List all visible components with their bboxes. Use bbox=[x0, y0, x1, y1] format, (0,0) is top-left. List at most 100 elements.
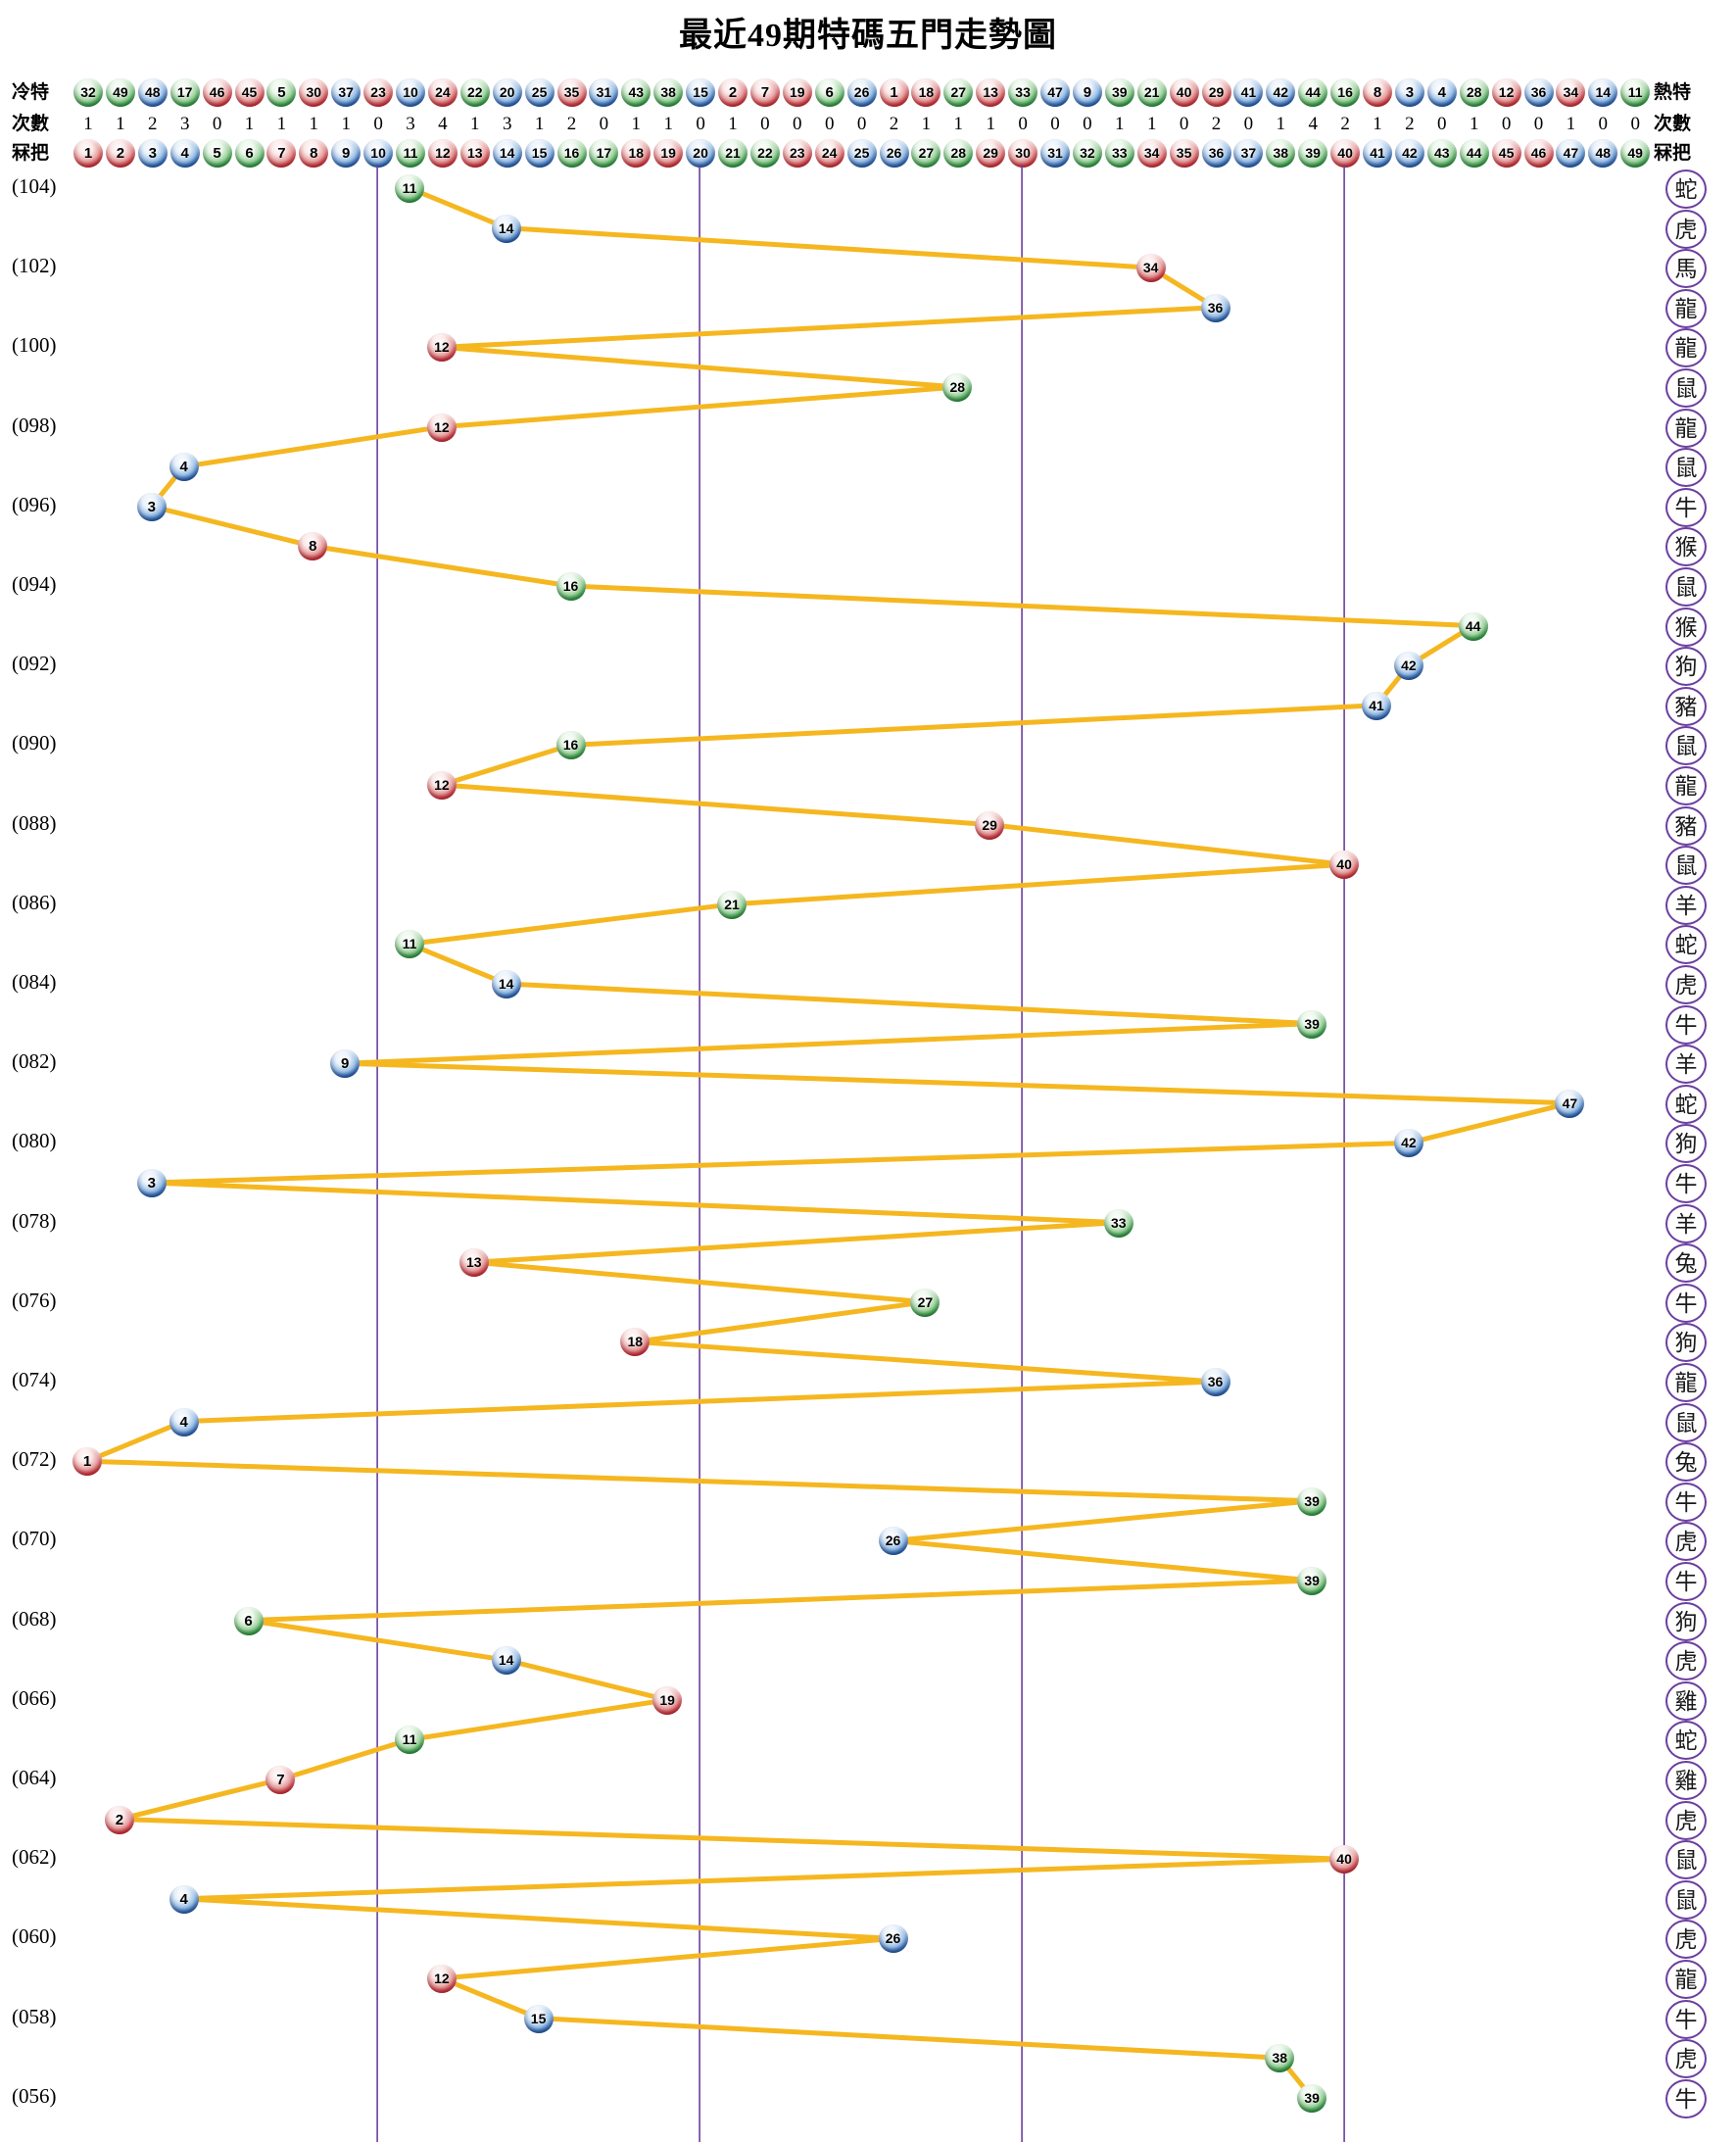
number-axis-cell[interactable]: 49 bbox=[1619, 139, 1651, 169]
data-point-ball[interactable]: 40 bbox=[1329, 851, 1360, 880]
cold-hot-ball-cell[interactable]: 49 bbox=[105, 78, 136, 108]
number-axis-ball[interactable]: 3 bbox=[137, 139, 168, 168]
number-axis-cell[interactable]: 24 bbox=[814, 139, 845, 169]
data-point[interactable]: 26 bbox=[878, 1527, 908, 1556]
data-point-ball[interactable]: 39 bbox=[1297, 1009, 1327, 1039]
number-axis-ball[interactable]: 19 bbox=[653, 139, 684, 168]
cold-hot-ball[interactable]: 42 bbox=[1266, 78, 1296, 107]
data-point-ball[interactable]: 39 bbox=[1297, 2083, 1327, 2113]
data-point-ball[interactable]: 12 bbox=[426, 1965, 457, 1993]
number-axis-ball[interactable]: 29 bbox=[976, 139, 1006, 168]
data-point[interactable]: 7 bbox=[265, 1766, 296, 1794]
data-point-ball[interactable]: 2 bbox=[104, 1805, 134, 1834]
number-axis-cell[interactable]: 16 bbox=[556, 139, 588, 169]
data-point[interactable]: 8 bbox=[298, 532, 328, 561]
number-axis-cell[interactable]: 43 bbox=[1426, 139, 1458, 169]
cold-hot-ball[interactable]: 41 bbox=[1233, 78, 1264, 107]
cold-hot-ball-cell[interactable]: 18 bbox=[910, 78, 941, 108]
data-point[interactable]: 36 bbox=[1200, 293, 1230, 322]
cold-hot-ball-cell[interactable]: 23 bbox=[362, 78, 394, 108]
data-point[interactable]: 34 bbox=[1135, 254, 1166, 283]
data-point[interactable]: 29 bbox=[975, 810, 1005, 840]
cold-hot-ball[interactable]: 5 bbox=[266, 78, 297, 107]
data-point-ball[interactable]: 9 bbox=[330, 1049, 361, 1079]
cold-hot-ball-cell[interactable]: 16 bbox=[1329, 78, 1361, 108]
data-point-ball[interactable]: 15 bbox=[523, 2004, 554, 2033]
number-axis-cell[interactable]: 41 bbox=[1362, 139, 1393, 169]
data-point[interactable]: 4 bbox=[169, 453, 199, 482]
data-point[interactable]: 19 bbox=[652, 1685, 683, 1715]
data-point[interactable]: 16 bbox=[555, 731, 586, 760]
number-axis-ball[interactable]: 23 bbox=[782, 139, 812, 168]
number-axis-cell[interactable]: 11 bbox=[395, 139, 426, 169]
cold-hot-ball[interactable]: 16 bbox=[1330, 78, 1361, 107]
cold-hot-ball[interactable]: 6 bbox=[814, 78, 844, 107]
data-point-ball[interactable]: 12 bbox=[426, 333, 457, 363]
number-axis-cell[interactable]: 48 bbox=[1587, 139, 1618, 169]
cold-hot-ball-cell[interactable]: 1 bbox=[879, 78, 910, 108]
cold-hot-ball[interactable]: 25 bbox=[524, 78, 555, 107]
number-axis-ball[interactable]: 46 bbox=[1523, 139, 1554, 168]
cold-hot-ball[interactable]: 46 bbox=[202, 78, 232, 107]
cold-hot-ball-cell[interactable]: 32 bbox=[72, 78, 104, 108]
cold-hot-ball-cell[interactable]: 29 bbox=[1201, 78, 1232, 108]
number-axis-cell[interactable]: 46 bbox=[1523, 139, 1555, 169]
data-point[interactable]: 18 bbox=[620, 1328, 651, 1357]
number-axis-cell[interactable]: 5 bbox=[202, 139, 233, 169]
number-axis-ball[interactable]: 11 bbox=[396, 139, 425, 168]
number-axis-cell[interactable]: 8 bbox=[298, 139, 329, 169]
data-point[interactable]: 44 bbox=[1458, 611, 1488, 641]
number-axis-cell[interactable]: 12 bbox=[427, 139, 458, 169]
cold-hot-ball-cell[interactable]: 24 bbox=[427, 78, 458, 108]
data-point[interactable]: 12 bbox=[426, 333, 457, 363]
number-axis-cell[interactable]: 15 bbox=[524, 139, 555, 169]
cold-hot-ball[interactable]: 34 bbox=[1556, 78, 1586, 107]
data-point-ball[interactable]: 12 bbox=[426, 413, 457, 442]
number-axis-cell[interactable]: 19 bbox=[652, 139, 684, 169]
number-axis-ball[interactable]: 47 bbox=[1556, 139, 1586, 168]
cold-hot-ball-cell[interactable]: 27 bbox=[942, 78, 974, 108]
cold-hot-ball[interactable]: 18 bbox=[911, 78, 941, 107]
cold-hot-ball[interactable]: 28 bbox=[1459, 78, 1489, 107]
number-axis-cell[interactable]: 42 bbox=[1394, 139, 1425, 169]
data-point-ball[interactable]: 21 bbox=[717, 890, 747, 919]
cold-hot-ball-cell[interactable]: 5 bbox=[265, 78, 297, 108]
cold-hot-ball-cell[interactable]: 13 bbox=[975, 78, 1006, 108]
data-point-ball[interactable]: 11 bbox=[395, 1726, 424, 1755]
data-point[interactable]: 28 bbox=[942, 373, 973, 402]
cold-hot-ball[interactable]: 44 bbox=[1298, 78, 1328, 107]
cold-hot-ball-cell[interactable]: 31 bbox=[588, 78, 619, 108]
data-point-ball[interactable]: 44 bbox=[1458, 611, 1488, 641]
data-point[interactable]: 13 bbox=[458, 1248, 489, 1278]
number-axis-ball[interactable]: 6 bbox=[234, 139, 265, 168]
data-point[interactable]: 41 bbox=[1362, 691, 1391, 720]
number-axis-ball[interactable]: 25 bbox=[846, 139, 877, 168]
data-point-ball[interactable]: 14 bbox=[491, 214, 521, 243]
data-point[interactable]: 27 bbox=[910, 1288, 940, 1317]
data-point[interactable]: 11 bbox=[395, 174, 424, 203]
number-axis-ball[interactable]: 38 bbox=[1266, 139, 1296, 168]
number-axis-ball[interactable]: 40 bbox=[1330, 139, 1361, 168]
data-point-ball[interactable]: 27 bbox=[910, 1288, 940, 1317]
number-axis-ball[interactable]: 45 bbox=[1491, 139, 1521, 168]
data-point-ball[interactable]: 18 bbox=[620, 1328, 651, 1357]
cold-hot-ball-cell[interactable]: 3 bbox=[1394, 78, 1425, 108]
data-point-ball[interactable]: 11 bbox=[395, 174, 424, 203]
data-point-ball[interactable]: 33 bbox=[1103, 1208, 1133, 1238]
cold-hot-ball-cell[interactable]: 15 bbox=[685, 78, 716, 108]
number-axis-cell[interactable]: 47 bbox=[1555, 139, 1586, 169]
cold-hot-ball-cell[interactable]: 46 bbox=[202, 78, 233, 108]
number-axis-cell[interactable]: 2 bbox=[105, 139, 136, 169]
data-point-ball[interactable]: 4 bbox=[169, 1407, 199, 1436]
number-axis-ball[interactable]: 37 bbox=[1233, 139, 1264, 168]
data-point-ball[interactable]: 29 bbox=[975, 810, 1005, 840]
data-point[interactable]: 14 bbox=[491, 970, 521, 998]
cold-hot-ball[interactable]: 7 bbox=[749, 78, 780, 107]
number-axis-ball[interactable]: 39 bbox=[1298, 139, 1328, 168]
number-axis-ball[interactable]: 13 bbox=[459, 139, 490, 168]
number-axis-ball[interactable]: 42 bbox=[1394, 139, 1424, 168]
number-axis-ball[interactable]: 34 bbox=[1136, 139, 1167, 168]
data-point-ball[interactable]: 42 bbox=[1393, 1129, 1423, 1158]
cold-hot-ball[interactable]: 17 bbox=[169, 78, 200, 107]
data-point[interactable]: 42 bbox=[1393, 652, 1423, 681]
